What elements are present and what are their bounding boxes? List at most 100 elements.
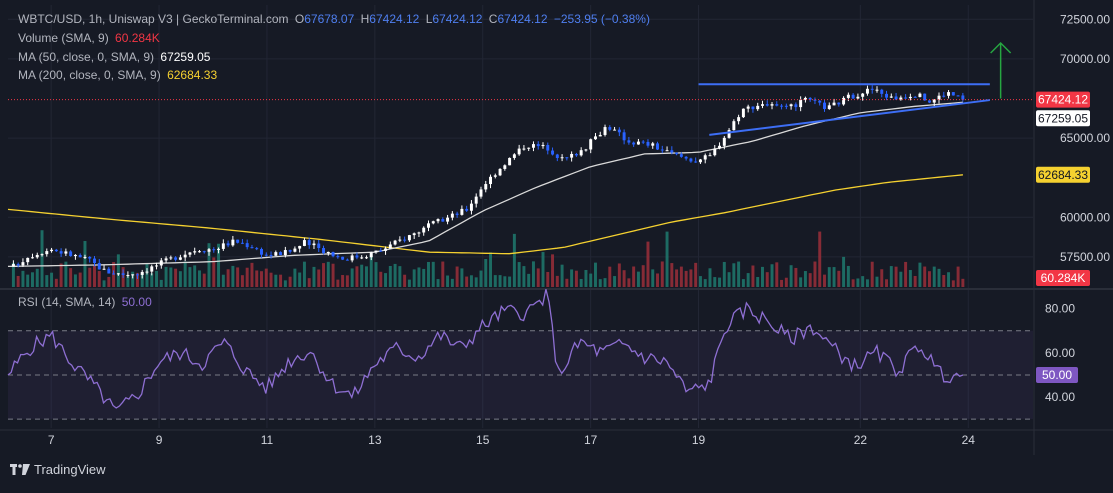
volume-bar (431, 261, 435, 287)
volume-bar (727, 272, 731, 287)
volume-bar (875, 276, 879, 287)
candle-body (279, 252, 283, 256)
candle-body (93, 258, 96, 264)
candle-body (851, 94, 855, 99)
volume-bar (145, 263, 149, 287)
tradingview-brand[interactable]: TradingView (10, 462, 106, 477)
volume-badge-text: 60.284K (1041, 271, 1086, 285)
volume-bar (598, 279, 602, 287)
trendline-drawings[interactable] (8, 41, 1033, 136)
candle-body (121, 273, 125, 275)
volume-bar (594, 262, 597, 287)
volume-bar (885, 279, 889, 287)
candle-body (250, 247, 254, 249)
volume-bar (670, 263, 674, 287)
x-tick-label: 13 (368, 433, 382, 447)
candle-body (145, 271, 149, 273)
volume-bar (808, 273, 812, 287)
volume-bar (236, 267, 240, 287)
volume-bar (250, 262, 254, 287)
x-tick-label: 11 (261, 433, 274, 447)
ma200-indicator-label[interactable]: MA (200, close, 0, SMA, 9) (18, 68, 161, 82)
candle-body (942, 95, 946, 97)
candle-body (274, 252, 278, 256)
candle-body (503, 165, 507, 169)
volume-bar (536, 268, 540, 287)
candle-body (818, 100, 822, 103)
volume-bars (11, 230, 965, 287)
rsi-indicator-label[interactable]: RSI (14, SMA, 14) (18, 295, 116, 309)
rsi-tick-label: 60.00 (1045, 346, 1075, 360)
symbol-name[interactable]: WBTC/USD, 1h, Uniswap V3 | GeckoTerminal… (18, 12, 289, 26)
candle-body (264, 254, 268, 256)
price-badge: 67424.12 (1036, 91, 1090, 108)
rsi-legend-row[interactable]: RSI (14, SMA, 14) 50.00 (18, 295, 155, 309)
candle-body (21, 262, 25, 266)
candlesticks[interactable] (11, 85, 965, 279)
candle-body (694, 161, 698, 163)
volume-bar (59, 263, 63, 287)
volume-bar (126, 276, 130, 287)
volume-indicator-label[interactable]: Volume (SMA, 9) (18, 31, 109, 45)
candle-body (360, 257, 364, 259)
candle-body (255, 248, 259, 250)
candle-body (870, 88, 874, 90)
rsi-tick-label: 40.00 (1045, 390, 1075, 404)
candle-body (522, 148, 526, 150)
ma50-legend-row[interactable]: MA (50, close, 0, SMA, 9) 67259.05 (18, 50, 213, 64)
volume-bar (760, 266, 764, 287)
candle-body (374, 250, 378, 253)
high-value: 67424.12 (369, 12, 420, 26)
candle-body (808, 97, 812, 100)
volume-legend-row[interactable]: Volume (SMA, 9) 60.284K (18, 31, 163, 45)
volume-bar (608, 266, 612, 287)
volume-bar (446, 275, 450, 287)
candle-body (388, 244, 392, 249)
candle-body (536, 144, 540, 147)
volume-bar (135, 272, 139, 287)
volume-bar (264, 268, 268, 287)
candle-body (140, 271, 144, 275)
volume-bar (517, 262, 521, 287)
rsi-tick-label: 80.00 (1045, 302, 1075, 316)
candle-body (73, 254, 77, 257)
candle-body (78, 254, 82, 258)
volume-bar (684, 270, 688, 287)
ma50-path (7, 101, 963, 268)
volume-bar (837, 270, 841, 287)
volume-bar (899, 271, 903, 287)
candle-body (947, 92, 951, 96)
candle-body (131, 274, 135, 276)
volume-bar (708, 268, 712, 287)
candle-body (302, 240, 306, 246)
volume-bar (116, 254, 120, 287)
volume-bar (207, 243, 211, 287)
candle-body (656, 143, 659, 150)
volume-bar (756, 277, 760, 287)
candle-body (422, 227, 426, 233)
volume-bar (589, 273, 593, 287)
volume-bar (856, 278, 860, 287)
candle-body (608, 127, 612, 130)
volume-bar (93, 265, 96, 287)
ma200-legend-row[interactable]: MA (200, close, 0, SMA, 9) 62684.33 (18, 68, 220, 82)
volume-bar (732, 263, 736, 287)
candle-body (641, 141, 645, 143)
axes: 7 9 11 13 15 17 19 22 24 57500.00 60000.00 65000.00… (48, 12, 1111, 447)
candle-body (455, 213, 459, 215)
candle-body (632, 142, 636, 145)
candle-body (899, 97, 903, 100)
volume-bar (737, 261, 741, 287)
candle-body (861, 93, 865, 97)
candle-body (865, 88, 869, 94)
candle-body (603, 127, 607, 135)
ma50-indicator-label[interactable]: MA (50, close, 0, SMA, 9) (18, 50, 155, 64)
ma50-badge-text: 67259.05 (1038, 111, 1088, 125)
candle-body (336, 256, 340, 258)
candle-body (489, 176, 492, 185)
candle-body (961, 95, 965, 100)
volume-bar (751, 265, 755, 287)
candle-body (446, 217, 450, 222)
